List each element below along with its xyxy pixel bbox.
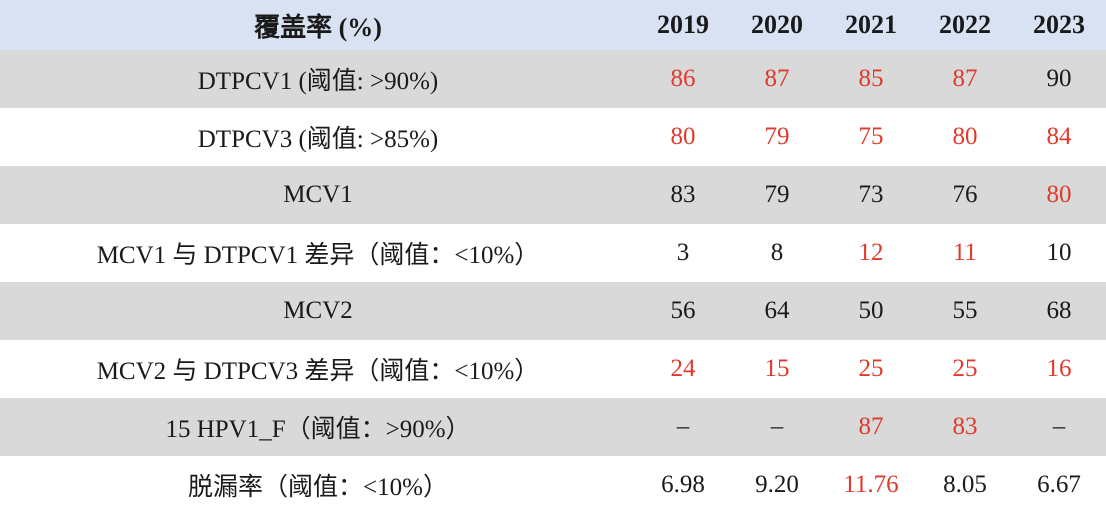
header-year-2023: 2023 xyxy=(1033,10,1085,39)
cell-value: 84 xyxy=(1046,123,1072,150)
cell-value: 6.98 xyxy=(661,471,705,498)
cell-value: 3 xyxy=(676,239,690,266)
cell-value: 80 xyxy=(952,123,978,150)
row-label: MCV1 xyxy=(283,181,353,208)
cell-value: – xyxy=(1052,413,1066,440)
cell-value: 83 xyxy=(670,181,696,208)
cell-value: 11.76 xyxy=(843,471,899,498)
table-row: DTPCV1 (阈值: >90%) 86 87 85 87 90 xyxy=(0,50,1106,108)
cell-value: 85 xyxy=(858,65,884,92)
row-label: DTPCV3 (阈值: >85%) xyxy=(197,126,439,153)
cell-value: 6.67 xyxy=(1037,471,1081,498)
row-label: 脱漏率（阈值：<10%） xyxy=(188,474,448,501)
cell-value: 90 xyxy=(1046,65,1072,92)
cell-value: 11 xyxy=(952,239,978,266)
cell-value: 64 xyxy=(764,297,790,324)
cell-value: 9.20 xyxy=(755,471,799,498)
table-header: 覆盖率 (%) 2019 2020 2021 2022 2023 xyxy=(0,0,1106,50)
cell-value: 12 xyxy=(858,239,884,266)
cell-value: 76 xyxy=(952,181,978,208)
cell-value: 68 xyxy=(1046,297,1072,324)
cell-value: 75 xyxy=(858,123,884,150)
cell-value: 80 xyxy=(1046,181,1072,208)
cell-value: 86 xyxy=(670,65,696,92)
header-metric: 覆盖率 (%) xyxy=(254,12,382,42)
cell-value: 73 xyxy=(858,181,884,208)
row-label: 15 HPV1_F（阈值：>90%） xyxy=(165,416,471,443)
cell-value: 56 xyxy=(670,297,696,324)
cell-value: 25 xyxy=(858,355,884,382)
header-year-2021: 2021 xyxy=(845,10,897,39)
cell-value: 25 xyxy=(952,355,978,382)
table-row: 15 HPV1_F（阈值：>90%） – – 87 83 – xyxy=(0,398,1106,456)
row-label: MCV2 xyxy=(283,297,353,324)
cell-value: 8 xyxy=(770,239,784,266)
table-row: MCV1 与 DTPCV1 差异（阈值：<10%） 3 8 12 11 10 xyxy=(0,224,1106,282)
cell-value: 79 xyxy=(764,123,790,150)
table-row: 脱漏率（阈值：<10%） 6.98 9.20 11.76 8.05 6.67 xyxy=(0,456,1106,514)
cell-value: 87 xyxy=(858,413,884,440)
header-year-2022: 2022 xyxy=(939,10,991,39)
cell-value: 83 xyxy=(952,413,978,440)
cell-value: 15 xyxy=(764,355,790,382)
cell-value: – xyxy=(770,413,784,440)
header-row: 覆盖率 (%) 2019 2020 2021 2022 2023 xyxy=(0,0,1106,50)
cell-value: 10 xyxy=(1046,239,1072,266)
cell-value: 16 xyxy=(1046,355,1072,382)
table-row: DTPCV3 (阈值: >85%) 80 79 75 80 84 xyxy=(0,108,1106,166)
cell-value: 55 xyxy=(952,297,978,324)
table-row: MCV2 与 DTPCV3 差异（阈值：<10%） 24 15 25 25 16 xyxy=(0,340,1106,398)
header-year-2020: 2020 xyxy=(751,10,803,39)
table-row: MCV2 56 64 50 55 68 xyxy=(0,282,1106,340)
cell-value: 24 xyxy=(670,355,696,382)
cell-value: 50 xyxy=(858,297,884,324)
row-label: MCV2 与 DTPCV3 差异（阈值：<10%） xyxy=(96,358,540,385)
table-row: MCV1 83 79 73 76 80 xyxy=(0,166,1106,224)
cell-value: 8.05 xyxy=(943,471,987,498)
cell-value: – xyxy=(676,413,690,440)
row-label: MCV1 与 DTPCV1 差异（阈值：<10%） xyxy=(96,242,540,269)
cell-value: 87 xyxy=(952,65,978,92)
row-label: DTPCV1 (阈值: >90%) xyxy=(197,68,439,95)
header-year-2019: 2019 xyxy=(657,10,709,39)
cell-value: 87 xyxy=(764,65,790,92)
cell-value: 79 xyxy=(764,181,790,208)
table-body: DTPCV1 (阈值: >90%) 86 87 85 87 90 DTPCV3 (阈值: >… xyxy=(0,50,1106,514)
cell-value: 80 xyxy=(670,123,696,150)
